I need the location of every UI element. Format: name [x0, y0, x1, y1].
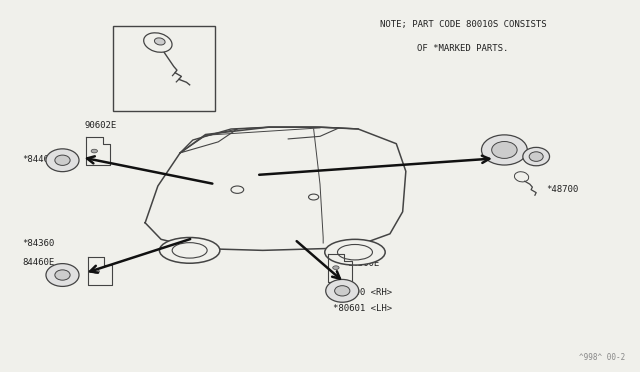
Circle shape	[231, 186, 244, 193]
Ellipse shape	[529, 152, 543, 161]
Ellipse shape	[144, 33, 172, 52]
Ellipse shape	[46, 264, 79, 286]
Ellipse shape	[172, 243, 207, 258]
Ellipse shape	[335, 286, 350, 296]
Text: ^998^ 00-2: ^998^ 00-2	[579, 353, 625, 362]
Text: NOTE; PART CODE 80010S CONSISTS: NOTE; PART CODE 80010S CONSISTS	[380, 20, 547, 29]
Ellipse shape	[55, 155, 70, 166]
Ellipse shape	[481, 135, 527, 165]
Text: *84360: *84360	[22, 238, 54, 247]
Text: OF *MARKED PARTS.: OF *MARKED PARTS.	[417, 44, 509, 52]
Ellipse shape	[515, 172, 529, 182]
Ellipse shape	[55, 270, 70, 280]
Ellipse shape	[324, 239, 385, 265]
Text: 90602E: 90602E	[84, 121, 116, 130]
Ellipse shape	[326, 279, 359, 302]
Circle shape	[333, 266, 339, 269]
Circle shape	[308, 194, 319, 200]
Ellipse shape	[492, 141, 517, 158]
Circle shape	[93, 269, 99, 273]
Text: *84460: *84460	[22, 155, 54, 164]
FancyBboxPatch shape	[113, 26, 215, 110]
Text: *80600 <RH>: *80600 <RH>	[333, 288, 392, 297]
Ellipse shape	[154, 38, 165, 45]
Ellipse shape	[523, 147, 550, 166]
Text: *48700: *48700	[546, 185, 578, 194]
Ellipse shape	[337, 244, 372, 260]
Ellipse shape	[159, 237, 220, 263]
Text: 84460E: 84460E	[22, 258, 54, 267]
Text: *80601 <LH>: *80601 <LH>	[333, 304, 392, 312]
Ellipse shape	[46, 149, 79, 171]
Circle shape	[91, 149, 97, 153]
Text: 80600M: 80600M	[148, 99, 180, 108]
Text: 84360E: 84360E	[348, 259, 380, 268]
